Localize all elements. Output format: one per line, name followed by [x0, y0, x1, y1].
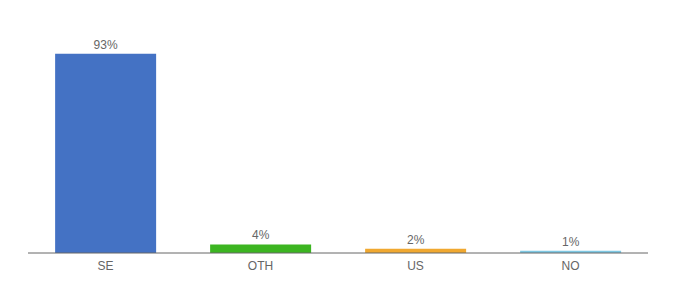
svg-text:NO: NO	[562, 259, 580, 273]
svg-text:1%: 1%	[562, 235, 580, 249]
svg-text:SE: SE	[97, 259, 113, 273]
svg-text:US: US	[407, 259, 424, 273]
svg-text:2%: 2%	[407, 233, 425, 247]
svg-text:93%: 93%	[94, 38, 118, 52]
svg-text:4%: 4%	[252, 228, 270, 242]
svg-text:OTH: OTH	[248, 259, 273, 273]
